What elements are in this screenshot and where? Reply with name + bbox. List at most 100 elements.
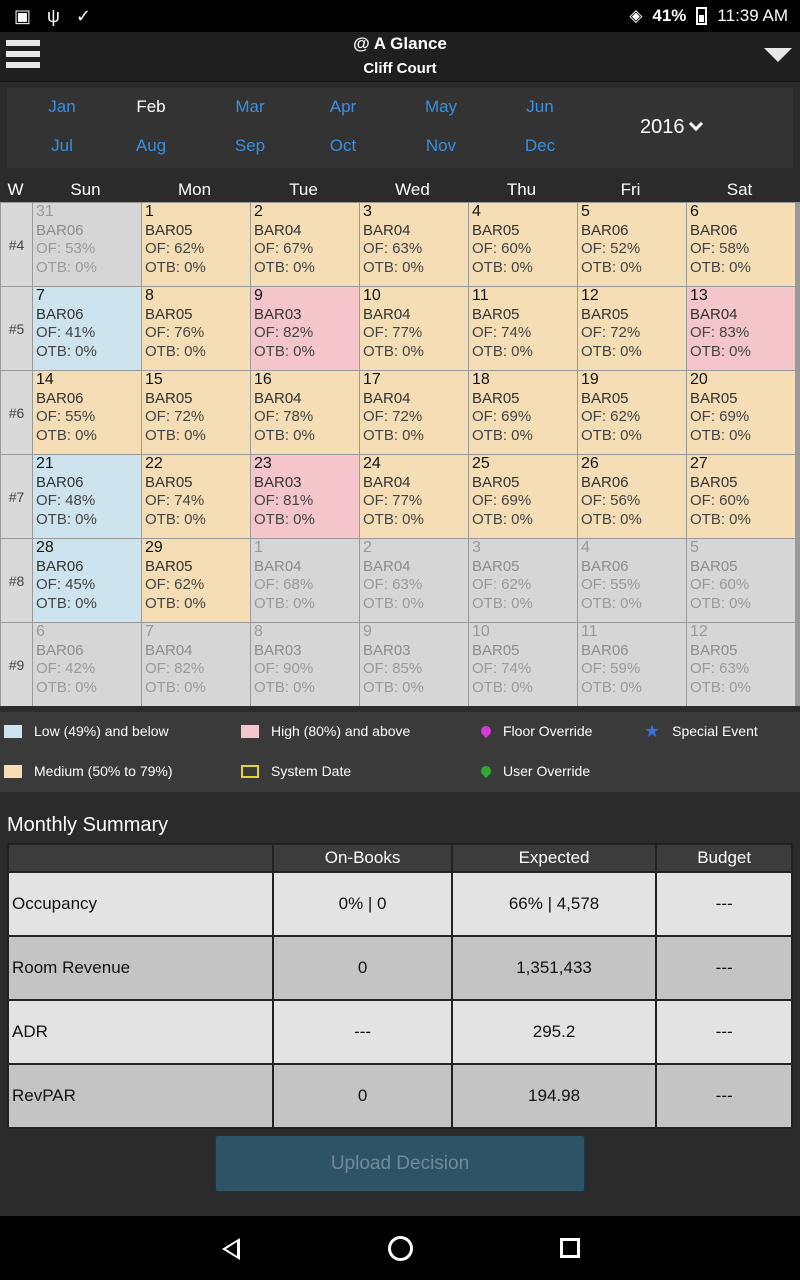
month-nov[interactable]: Nov (425, 136, 457, 155)
month-mar[interactable]: Mar (235, 97, 265, 116)
battery-percent: 41% (652, 6, 687, 25)
on-the-books: OTB: 0% (363, 258, 424, 276)
calendar-day-cell[interactable]: 19 BAR05 OF: 62% OTB: 0% (578, 371, 686, 454)
calendar-day-cell[interactable]: 28 BAR06 OF: 45% OTB: 0% (33, 539, 141, 622)
calendar-day-cell[interactable]: 12 BAR05 OF: 63% OTB: 0% (687, 623, 795, 706)
calendar-day-cell[interactable]: 2 BAR04 OF: 67% OTB: 0% (251, 203, 359, 286)
on-the-books: OTB: 0% (581, 678, 642, 696)
day-number: 31 (36, 203, 54, 220)
month-may[interactable]: May (424, 97, 458, 116)
bar-level: BAR05 (690, 641, 738, 659)
day-number: 9 (363, 623, 372, 640)
calendar-day-cell[interactable]: 4 BAR05 OF: 60% OTB: 0% (469, 203, 577, 286)
bar-level: BAR06 (581, 473, 629, 491)
property-dropdown-icon[interactable] (764, 48, 792, 62)
forecast-occupancy: OF: 59% (581, 660, 641, 677)
calendar-day-cell[interactable]: 3 BAR05 OF: 62% OTB: 0% (469, 539, 577, 622)
calendar-day-cell[interactable]: 4 BAR06 OF: 55% OTB: 0% (578, 539, 686, 622)
day-number: 10 (363, 287, 381, 304)
calendar-day-cell[interactable]: 8 BAR03 OF: 90% OTB: 0% (251, 623, 359, 706)
month-feb[interactable]: Feb (136, 97, 166, 116)
low-swatch (4, 724, 22, 738)
forecast-occupancy: OF: 62% (145, 240, 205, 257)
calendar-day-cell[interactable]: 14 BAR06 OF: 55% OTB: 0% (33, 371, 141, 454)
bar-level: BAR05 (472, 389, 520, 407)
home-icon[interactable] (388, 1236, 413, 1261)
bar-level: BAR05 (690, 557, 738, 575)
bar-level: BAR05 (472, 473, 520, 491)
calendar-day-cell[interactable]: 1 BAR04 OF: 68% OTB: 0% (251, 539, 359, 622)
calendar-day-cell[interactable]: 9 BAR03 OF: 82% OTB: 0% (251, 287, 359, 370)
calendar-day-cell[interactable]: 25 BAR05 OF: 69% OTB: 0% (469, 455, 577, 538)
summary-title: Monthly Summary (7, 814, 169, 836)
day-number: 11 (581, 623, 598, 640)
on-the-books: OTB: 0% (472, 594, 533, 612)
system-date-swatch (241, 764, 259, 778)
month-dec[interactable]: Dec (524, 136, 556, 155)
day-number: 4 (472, 203, 481, 220)
calendar-day-cell[interactable]: 11 BAR05 OF: 74% OTB: 0% (469, 287, 577, 370)
forecast-occupancy: OF: 62% (472, 576, 532, 593)
month-jan[interactable]: Jan (48, 97, 76, 116)
legend-floor-override: Floor Override (478, 723, 592, 739)
day-number: 15 (145, 371, 163, 388)
calendar-day-cell[interactable]: 23 BAR03 OF: 81% OTB: 0% (251, 455, 359, 538)
on-the-books: OTB: 0% (581, 258, 642, 276)
calendar-day-cell[interactable]: 29 BAR05 OF: 62% OTB: 0% (142, 539, 250, 622)
month-jul[interactable]: Jul (51, 136, 73, 155)
year-selector[interactable]: 2016 (640, 116, 703, 139)
calendar-day-cell[interactable]: 1 BAR05 OF: 62% OTB: 0% (142, 203, 250, 286)
day-number: 27 (690, 455, 708, 472)
calendar-day-cell[interactable]: 7 BAR04 OF: 82% OTB: 0% (142, 623, 250, 706)
calendar-day-cell[interactable]: 27 BAR05 OF: 60% OTB: 0% (687, 455, 795, 538)
calendar-day-cell[interactable]: 22 BAR05 OF: 74% OTB: 0% (142, 455, 250, 538)
clock: 11:39 AM (717, 6, 788, 25)
calendar-day-cell[interactable]: 3 BAR04 OF: 63% OTB: 0% (360, 203, 468, 286)
legend: Low (49%) and below High (80%) and above… (0, 712, 800, 792)
calendar-day-cell[interactable]: 5 BAR05 OF: 60% OTB: 0% (687, 539, 795, 622)
calendar-day-cell[interactable]: 26 BAR06 OF: 56% OTB: 0% (578, 455, 686, 538)
day-number: 2 (254, 203, 263, 220)
calendar-day-cell[interactable]: 9 BAR03 OF: 85% OTB: 0% (360, 623, 468, 706)
calendar-day-cell[interactable]: 18 BAR05 OF: 69% OTB: 0% (469, 371, 577, 454)
month-oct[interactable]: Oct (329, 136, 357, 155)
legend-user-override: User Override (478, 763, 590, 779)
calendar-day-cell[interactable]: 16 BAR04 OF: 78% OTB: 0% (251, 371, 359, 454)
bar-level: BAR05 (472, 557, 520, 575)
bar-level: BAR06 (36, 305, 84, 323)
calendar-day-cell[interactable]: 17 BAR04 OF: 72% OTB: 0% (360, 371, 468, 454)
month-apr[interactable]: Apr (329, 97, 357, 116)
calendar-day-cell[interactable]: 13 BAR04 OF: 83% OTB: 0% (687, 287, 795, 370)
menu-icon[interactable] (6, 40, 40, 74)
calendar-day-cell[interactable]: 7 BAR06 OF: 41% OTB: 0% (33, 287, 141, 370)
day-number: 17 (363, 371, 381, 388)
calendar-day-cell[interactable]: 6 BAR06 OF: 42% OTB: 0% (33, 623, 141, 706)
expected-value: 1,351,433 (450, 935, 658, 1001)
month-aug[interactable]: Aug (135, 136, 167, 155)
calendar-day-cell[interactable]: 21 BAR06 OF: 48% OTB: 0% (33, 455, 141, 538)
forecast-occupancy: OF: 69% (472, 492, 532, 509)
on-the-books: OTB: 0% (472, 342, 533, 360)
month-sep[interactable]: Sep (234, 136, 266, 155)
calendar-day-cell[interactable]: 6 BAR06 OF: 58% OTB: 0% (687, 203, 795, 286)
calendar-day-cell[interactable]: 10 BAR05 OF: 74% OTB: 0% (469, 623, 577, 706)
summary-col-label (6, 843, 275, 873)
calendar-day-cell[interactable]: 10 BAR04 OF: 77% OTB: 0% (360, 287, 468, 370)
calendar-day-cell[interactable]: 20 BAR05 OF: 69% OTB: 0% (687, 371, 795, 454)
month-jun[interactable]: Jun (526, 97, 554, 116)
calendar-day-cell[interactable]: 5 BAR06 OF: 52% OTB: 0% (578, 203, 686, 286)
calendar-day-cell[interactable]: 12 BAR05 OF: 72% OTB: 0% (578, 287, 686, 370)
recent-apps-icon[interactable] (560, 1238, 580, 1258)
calendar-day-cell[interactable]: 15 BAR05 OF: 72% OTB: 0% (142, 371, 250, 454)
upload-decision-button[interactable]: Upload Decision (215, 1135, 585, 1192)
calendar-day-cell[interactable]: 11 BAR06 OF: 59% OTB: 0% (578, 623, 686, 706)
back-icon[interactable] (222, 1238, 240, 1260)
calendar-day-cell[interactable]: 2 BAR04 OF: 63% OTB: 0% (360, 539, 468, 622)
forecast-occupancy: OF: 82% (145, 660, 205, 677)
forecast-occupancy: OF: 82% (254, 324, 314, 341)
legend-special-event-label: Special Event (672, 723, 758, 739)
on-the-books: OTB: 0% (36, 594, 97, 612)
calendar-day-cell[interactable]: 31 BAR06 OF: 53% OTB: 0% (33, 203, 141, 286)
calendar-day-cell[interactable]: 24 BAR04 OF: 77% OTB: 0% (360, 455, 468, 538)
calendar-day-cell[interactable]: 8 BAR05 OF: 76% OTB: 0% (142, 287, 250, 370)
